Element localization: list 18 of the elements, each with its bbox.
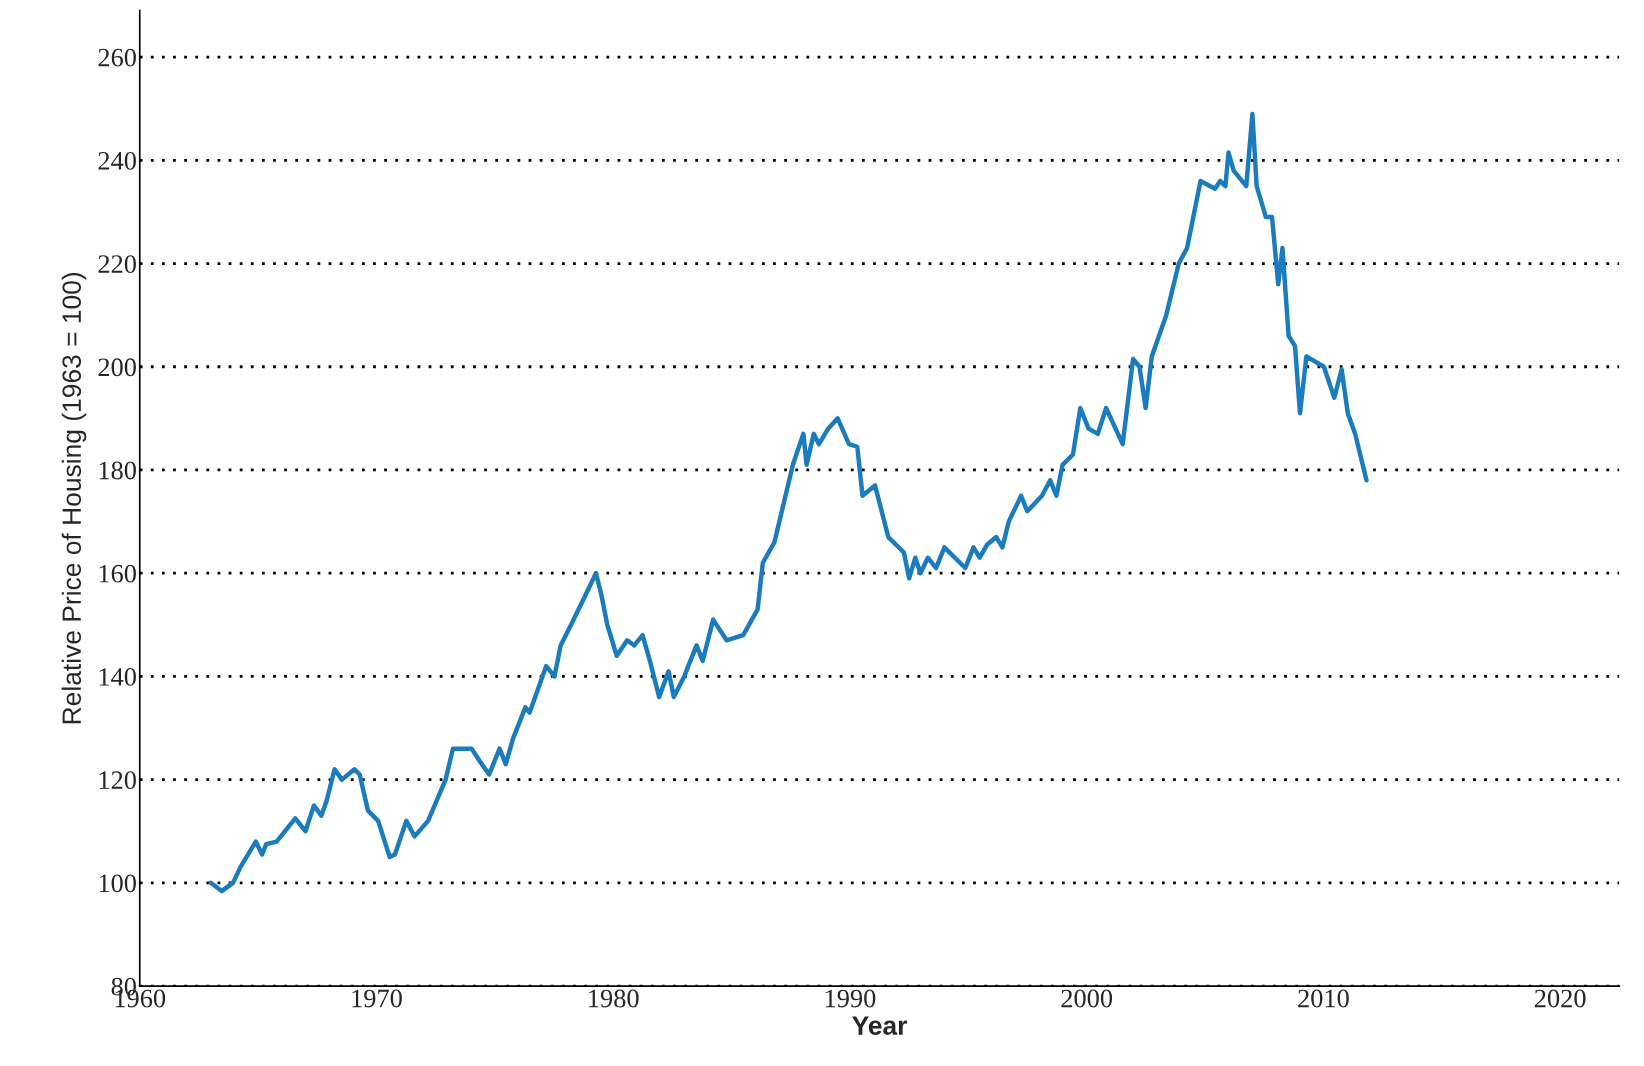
y-tick-label: 260 <box>98 48 136 67</box>
y-tick-label: 180 <box>99 461 136 480</box>
x-tick-label: 1970 <box>352 989 402 1008</box>
x-tick-label: 1990 <box>825 989 876 1008</box>
y-tick-label: 160 <box>99 564 136 583</box>
y-tick-label: 240 <box>98 151 136 170</box>
y-tick-label: 140 <box>99 668 136 686</box>
line-series <box>208 111 1369 894</box>
x-tick-label: 1980 <box>589 989 639 1008</box>
x-axis-title: Year <box>852 1016 908 1035</box>
y-tick-label: 200 <box>98 358 136 377</box>
x-tick-label: 2010 <box>1298 989 1349 1008</box>
x-tick-label: 2020 <box>1534 989 1586 1008</box>
y-axis-title: Relative Price of Housing (1963 = 100) <box>61 272 87 724</box>
x-tick-label: 2000 <box>1061 989 1113 1008</box>
y-tick-label: 100 <box>99 874 136 893</box>
y-tick-label: 220 <box>98 255 136 273</box>
y-tick-label: 120 <box>99 771 136 790</box>
